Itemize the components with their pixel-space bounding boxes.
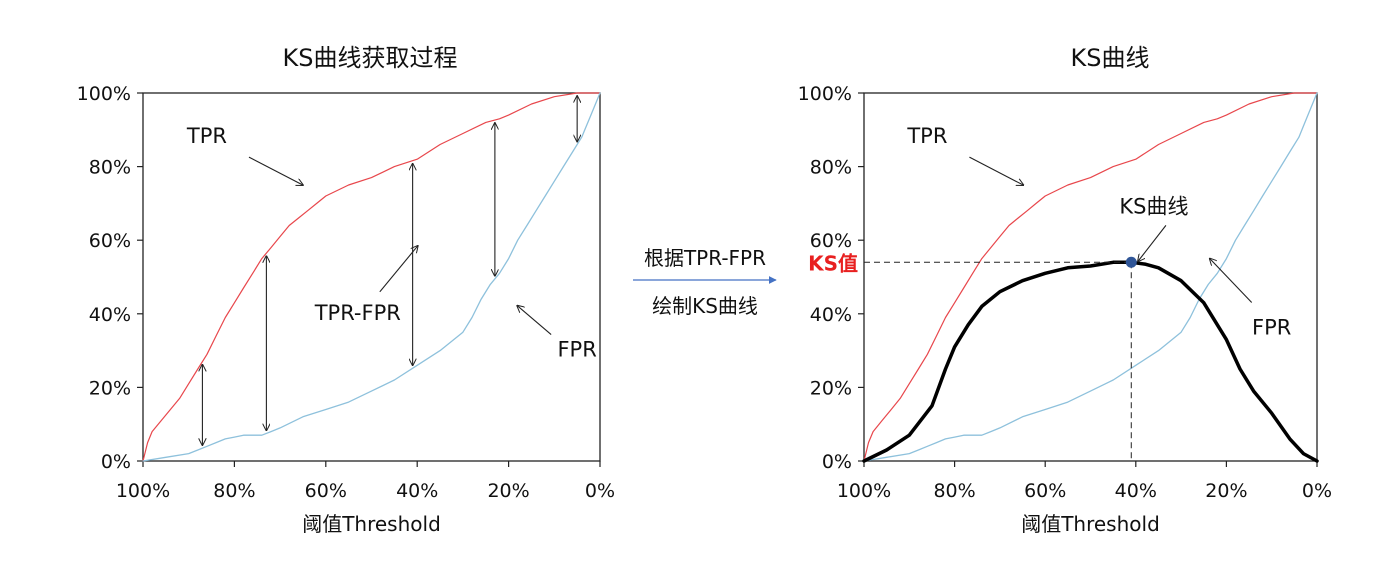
x-tick-label: 60% (305, 480, 347, 502)
annotation-fpr: FPR (1252, 316, 1291, 340)
middle-label-top: 根据TPR-FPR (643, 246, 767, 270)
annotation-ks-curve-pointer (1138, 225, 1167, 261)
annotation-ks-curve: KS曲线 (1119, 194, 1188, 218)
fpr-line (863, 92, 1318, 462)
annotation-tpr-fpr-pointer (379, 246, 418, 293)
y-tick-label: 20% (89, 377, 131, 399)
y-tick-label: 40% (89, 304, 131, 326)
chart-right: 0% 20% 40% 60% 80% 100% 100% 80% 60% 40% 20% 0% 阈值Th… (798, 83, 1332, 536)
x-tick-label: 80% (933, 480, 975, 502)
y-tick-label: 60% (89, 230, 131, 252)
x-tick-label: 40% (396, 480, 438, 502)
annotation-tpr-pointer (248, 156, 303, 185)
chart-left: 0% 20% 40% 60% 80% 100% 100% 80% 60% 40% 20% 0% 阈值Th… (77, 83, 615, 536)
fpr-line (142, 92, 601, 462)
y-tick-label: 20% (810, 377, 852, 399)
middle-label-bottom: 绘制KS曲线 (652, 294, 758, 318)
annotation-tpr-pointer (969, 156, 1023, 185)
x-axis-label: 阈值Threshold (302, 512, 441, 536)
x-tick-label: 60% (1024, 480, 1066, 502)
x-tick-label: 20% (487, 480, 529, 502)
x-axis-label: 阈值Threshold (1021, 512, 1160, 536)
ks-value-label: KS值 (808, 251, 858, 275)
annotation-fpr: FPR (557, 338, 596, 362)
plot-frame-right (863, 92, 1318, 462)
chart-right-title: KS曲线 (1070, 44, 1150, 72)
x-tick-label: 100% (837, 480, 891, 502)
x-tick-label: 0% (585, 480, 615, 502)
annotation-tpr: TPR (906, 124, 947, 148)
y-tick-label: 0% (822, 451, 852, 473)
x-tick-label: 40% (1115, 480, 1157, 502)
y-tick-label: 0% (101, 451, 131, 473)
x-tick-label: 20% (1205, 480, 1247, 502)
annotation-fpr-pointer (517, 306, 552, 336)
y-tick-label: 100% (798, 83, 852, 105)
y-tick-label: 80% (89, 157, 131, 179)
tpr-line (142, 92, 601, 462)
annotation-tpr-fpr: TPR-FPR (314, 301, 401, 325)
annotation-tpr: TPR (186, 124, 227, 148)
ks-curve-line (862, 260, 1319, 463)
ks-max-point (1125, 256, 1137, 268)
chart-left-title: KS曲线获取过程 (282, 44, 458, 72)
y-tick-label: 100% (77, 83, 131, 105)
annotation-fpr-pointer (1210, 259, 1253, 303)
x-tick-label: 100% (116, 480, 170, 502)
y-tick-label: 80% (810, 157, 852, 179)
x-tick-label: 0% (1302, 480, 1332, 502)
y-tick-label: 60% (810, 230, 852, 252)
plot-frame-left (142, 92, 601, 462)
y-tick-label: 40% (810, 304, 852, 326)
tpr-line (863, 92, 1318, 462)
x-tick-label: 80% (213, 480, 255, 502)
